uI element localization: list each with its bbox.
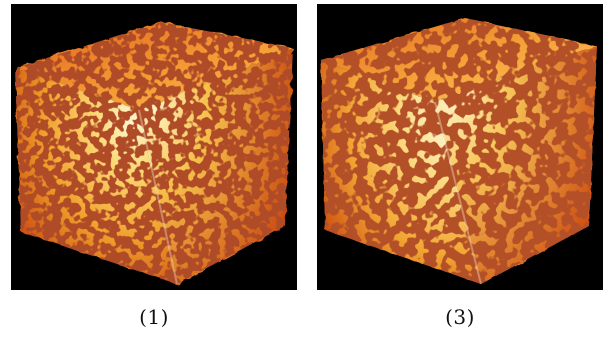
porous-cube-image-3 — [321, 18, 597, 285]
panel-caption-3: (3) — [445, 305, 475, 329]
cube-render-panel-3 — [317, 4, 603, 290]
cube-render-panel-1 — [11, 4, 297, 290]
porous-cube-image-1 — [15, 22, 293, 285]
cube-edge-highlight — [434, 101, 482, 285]
pore-texture — [15, 22, 293, 284]
panel-caption-1: (1) — [139, 305, 169, 329]
pore-texture — [321, 18, 597, 284]
cube-edge-highlight — [138, 109, 178, 285]
